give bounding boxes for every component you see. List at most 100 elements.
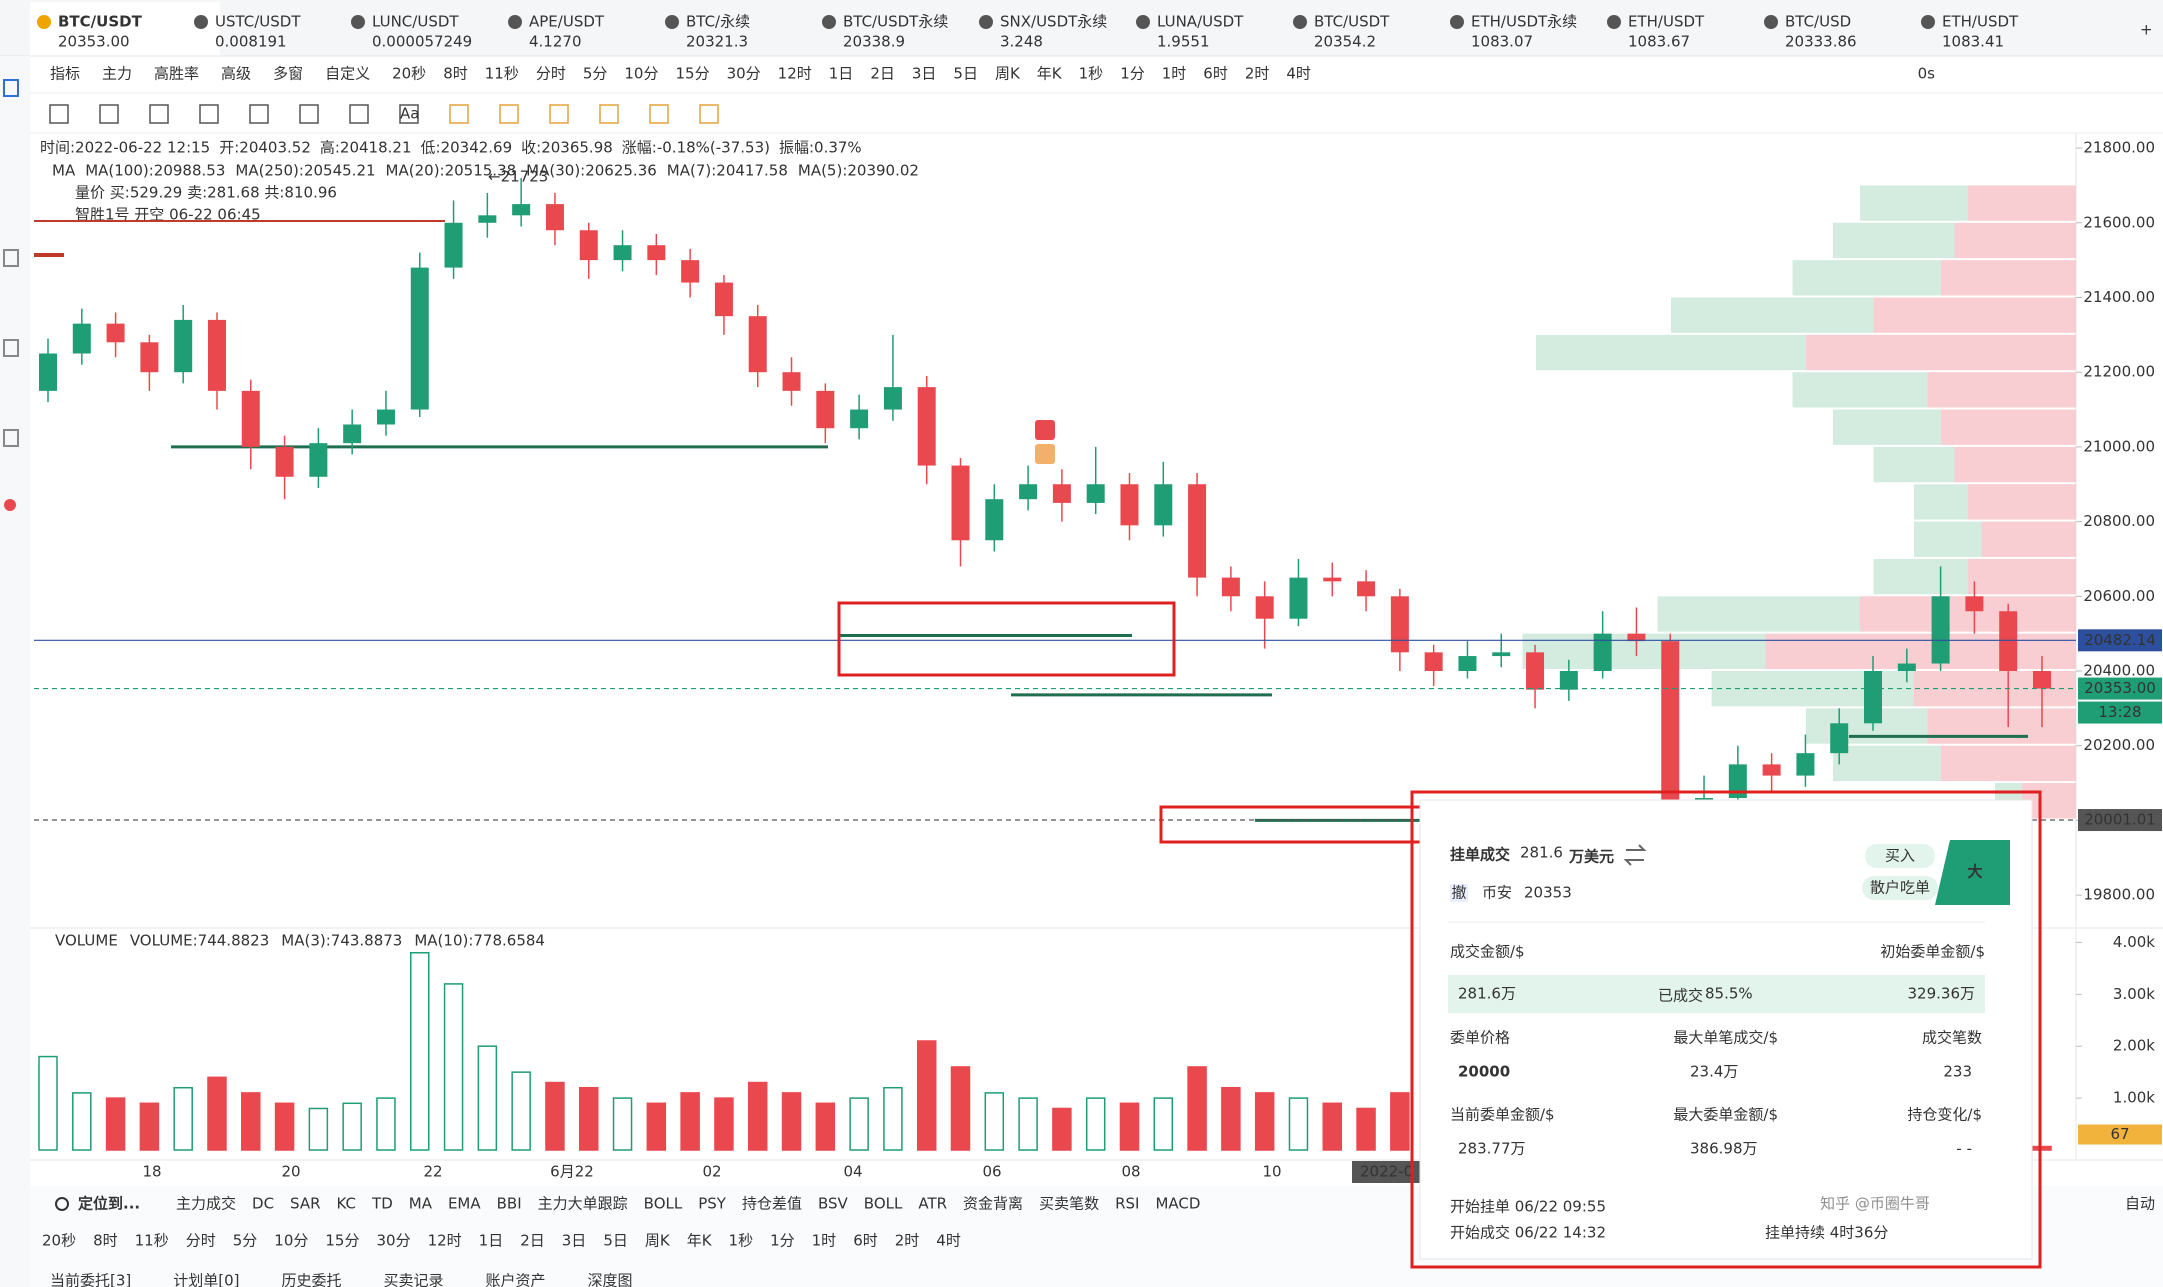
interval[interactable]: 10分 bbox=[624, 65, 658, 83]
timeframe[interactable]: 4时 bbox=[936, 1232, 961, 1250]
ma-legend[interactable]: MA(100):20988.53 bbox=[85, 162, 225, 180]
tab-symbol[interactable]: BTC/USDT bbox=[58, 13, 143, 31]
ma-legend[interactable]: MA(5):20390.02 bbox=[798, 162, 919, 180]
locate[interactable]: 定位到... bbox=[78, 1195, 140, 1213]
draw-tool[interactable] bbox=[99, 104, 119, 124]
draw-tool[interactable] bbox=[699, 104, 719, 124]
draw-tool[interactable] bbox=[349, 104, 369, 124]
toolbar-item[interactable]: 高级 bbox=[221, 65, 251, 83]
toolbar-item[interactable]: 指标 bbox=[50, 65, 80, 83]
timeframe[interactable]: 分时 bbox=[186, 1232, 216, 1250]
draw-tool[interactable] bbox=[649, 104, 669, 124]
indicator[interactable]: 主力大单跟踪 bbox=[538, 1195, 628, 1213]
sidebar-icon[interactable] bbox=[3, 79, 19, 97]
tab-symbol[interactable]: LUNA/USDT bbox=[1157, 13, 1244, 31]
timeframe[interactable]: 8时 bbox=[93, 1232, 118, 1250]
interval[interactable]: 年K bbox=[1037, 65, 1063, 83]
timeframe[interactable]: 15分 bbox=[325, 1232, 359, 1250]
auto[interactable]: 自动 bbox=[2125, 1195, 2155, 1213]
draw-tool[interactable] bbox=[499, 104, 519, 124]
toolbar-item[interactable]: 主力 bbox=[102, 65, 132, 83]
timeframe[interactable]: 3日 bbox=[562, 1232, 587, 1250]
tab-symbol[interactable]: BTC/USDT bbox=[1314, 13, 1390, 31]
indicator[interactable]: BBI bbox=[497, 1195, 522, 1213]
tab-price[interactable]: 20321.3 bbox=[686, 33, 748, 51]
ma-legend[interactable]: MA(7):20417.58 bbox=[667, 162, 788, 180]
draw-tool[interactable] bbox=[299, 104, 319, 124]
tab-price[interactable]: 4.1270 bbox=[529, 33, 582, 51]
indicator[interactable]: PSY bbox=[698, 1195, 727, 1213]
bottom-tab[interactable]: 账户资产 bbox=[486, 1272, 546, 1287]
indicator[interactable]: DC bbox=[252, 1195, 274, 1213]
ma-legend[interactable]: MA(250):20545.21 bbox=[235, 162, 375, 180]
toolbar-item[interactable]: 多窗 bbox=[273, 65, 303, 83]
timeframe[interactable]: 年K bbox=[687, 1232, 713, 1250]
tab-symbol[interactable]: BTC/USD bbox=[1785, 13, 1851, 31]
timeframe[interactable]: 1分 bbox=[770, 1232, 795, 1250]
interval[interactable]: 周K bbox=[995, 65, 1021, 83]
ma-legend[interactable]: MA bbox=[52, 162, 76, 180]
indicator[interactable]: MACD bbox=[1155, 1195, 1200, 1213]
sidebar-icon[interactable] bbox=[3, 249, 19, 267]
tab-symbol[interactable]: ETH/USDT bbox=[1628, 13, 1705, 31]
interval[interactable]: 2日 bbox=[870, 65, 895, 83]
timeframe[interactable]: 10分 bbox=[274, 1232, 308, 1250]
tab-price[interactable]: 1083.07 bbox=[1471, 33, 1533, 51]
interval[interactable]: 6时 bbox=[1203, 65, 1228, 83]
indicator[interactable]: KC bbox=[337, 1195, 357, 1213]
timeframe[interactable]: 1秒 bbox=[729, 1232, 754, 1250]
tab-price[interactable]: 0.008191 bbox=[215, 33, 287, 51]
tab-price[interactable]: 20333.86 bbox=[1785, 33, 1857, 51]
ma-legend[interactable]: MA(20):20515.38 bbox=[386, 162, 517, 180]
interval[interactable]: 11秒 bbox=[485, 65, 519, 83]
tab-price[interactable]: 20354.2 bbox=[1314, 33, 1376, 51]
interval[interactable]: 5分 bbox=[583, 65, 608, 83]
interval[interactable]: 分时 bbox=[536, 65, 566, 83]
draw-tool[interactable] bbox=[149, 104, 169, 124]
tab-symbol[interactable]: BTC/永续 bbox=[686, 13, 750, 31]
interval[interactable]: 8时 bbox=[443, 65, 468, 83]
interval[interactable]: 30分 bbox=[727, 65, 761, 83]
draw-tool[interactable] bbox=[199, 104, 219, 124]
draw-tool[interactable] bbox=[399, 104, 419, 124]
indicator[interactable]: BSV bbox=[818, 1195, 849, 1213]
tab-symbol[interactable]: APE/USDT bbox=[529, 13, 605, 31]
indicator[interactable]: EMA bbox=[448, 1195, 481, 1213]
tab-price[interactable]: 1.9551 bbox=[1157, 33, 1210, 51]
interval[interactable]: 20秒 bbox=[392, 65, 426, 83]
tab-price[interactable]: 1083.67 bbox=[1628, 33, 1690, 51]
interval[interactable]: 12时 bbox=[778, 65, 812, 83]
interval[interactable]: 3日 bbox=[912, 65, 937, 83]
tab-symbol[interactable]: BTC/USDT永续 bbox=[843, 13, 948, 31]
timeframe[interactable]: 周K bbox=[645, 1232, 671, 1250]
indicator[interactable]: SAR bbox=[290, 1195, 320, 1213]
interval[interactable]: 4时 bbox=[1286, 65, 1311, 83]
draw-tool[interactable] bbox=[249, 104, 269, 124]
toolbar-item[interactable]: 自定义 bbox=[325, 65, 370, 83]
timeframe[interactable]: 1日 bbox=[479, 1232, 504, 1250]
interval[interactable]: 1秒 bbox=[1079, 65, 1104, 83]
indicator[interactable]: BOLL bbox=[644, 1195, 683, 1213]
draw-tool[interactable] bbox=[549, 104, 569, 124]
indicator[interactable]: 持仓差值 bbox=[742, 1195, 802, 1213]
tab-price[interactable]: 1083.41 bbox=[1942, 33, 2004, 51]
timeframe[interactable]: 2时 bbox=[895, 1232, 920, 1250]
tab-symbol[interactable]: LUNC/USDT bbox=[372, 13, 459, 31]
interval[interactable]: 5日 bbox=[953, 65, 978, 83]
tab-price[interactable]: 0.000057249 bbox=[372, 33, 472, 51]
interval[interactable]: 1日 bbox=[829, 65, 854, 83]
indicator[interactable]: RSI bbox=[1115, 1195, 1139, 1213]
indicator[interactable]: BOLL bbox=[864, 1195, 903, 1213]
bottom-tab[interactable]: 当前委托[3] bbox=[50, 1272, 131, 1287]
interval[interactable]: 1分 bbox=[1120, 65, 1145, 83]
tab-price[interactable]: 3.248 bbox=[1000, 33, 1043, 51]
toolbar-item[interactable]: 高胜率 bbox=[154, 65, 199, 83]
indicator[interactable]: TD bbox=[371, 1195, 393, 1213]
tab-symbol[interactable]: USTC/USDT bbox=[215, 13, 301, 31]
indicator[interactable]: 主力成交 bbox=[176, 1195, 236, 1213]
draw-tool[interactable] bbox=[449, 104, 469, 124]
timeframe[interactable]: 20秒 bbox=[42, 1232, 76, 1250]
indicator[interactable]: 资金背离 bbox=[963, 1195, 1023, 1213]
active-tab[interactable] bbox=[30, 2, 220, 56]
timeframe[interactable]: 6时 bbox=[853, 1232, 878, 1250]
